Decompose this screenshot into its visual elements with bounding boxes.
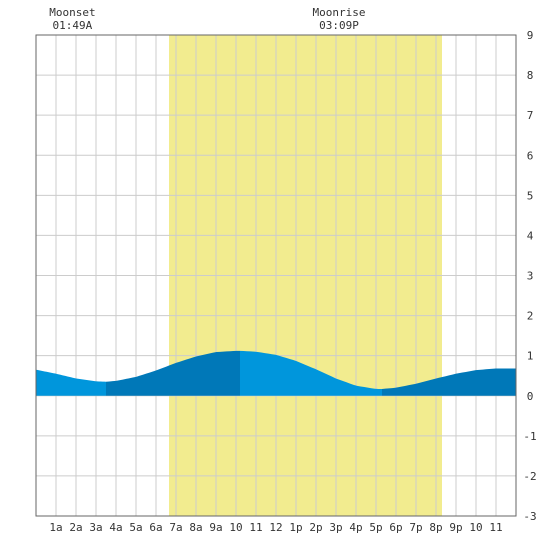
y-tick-label: 1: [527, 350, 534, 363]
x-tick-label: 9p: [449, 521, 462, 534]
y-tick-label: 5: [527, 189, 534, 202]
x-tick-label: 2p: [309, 521, 322, 534]
x-tick-label: 11: [249, 521, 262, 534]
y-tick-label: 2: [527, 310, 534, 323]
moonrise-label: Moonrise: [313, 6, 366, 19]
x-tick-label: 5p: [369, 521, 382, 534]
y-tick-label: 0: [527, 390, 534, 403]
tide-segment-rising: [382, 368, 516, 396]
tide-segment-falling: [36, 369, 106, 396]
tide-area: [36, 350, 516, 396]
x-tick-label: 12: [269, 521, 282, 534]
y-tick-label: -2: [523, 470, 536, 483]
x-tick-label: 8p: [429, 521, 442, 534]
x-tick-label: 1a: [49, 521, 62, 534]
x-tick-label: 7p: [409, 521, 422, 534]
x-tick-label: 6p: [389, 521, 402, 534]
plot-frame: [35, 34, 517, 517]
plot-border: [35, 34, 517, 517]
x-tick-label: 5a: [129, 521, 142, 534]
y-tick-label: -1: [523, 430, 536, 443]
x-tick-label: 4p: [349, 521, 362, 534]
x-tick-label: 9a: [209, 521, 222, 534]
x-tick-label: 10: [469, 521, 482, 534]
y-axis-ticks: -3 -2 -1 0 1 2 3 4 5 6 7 8 9: [523, 29, 536, 523]
y-tick-label: 9: [527, 29, 534, 42]
tide-segment-rising: [106, 350, 240, 396]
x-tick-label: 11: [489, 521, 502, 534]
grid: [35, 34, 517, 517]
x-tick-label: 3p: [329, 521, 342, 534]
y-tick-label: 4: [527, 229, 534, 242]
x-tick-label: 8a: [189, 521, 202, 534]
y-tick-label: 7: [527, 109, 534, 122]
x-axis-ticks: 1a 2a 3a 4a 5a 6a 7a 8a 9a 10 11 12 1p 2p 3p 4p 5p 6p 7p 8p…: [49, 521, 502, 534]
x-tick-label: 6a: [149, 521, 162, 534]
x-tick-label: 3a: [89, 521, 102, 534]
y-tick-label: -3: [523, 510, 536, 523]
x-tick-label: 4a: [109, 521, 122, 534]
x-tick-label: 1p: [289, 521, 302, 534]
x-tick-label: 2a: [69, 521, 82, 534]
y-tick-label: 3: [527, 270, 534, 283]
moonset-label: Moonset: [49, 6, 95, 19]
x-tick-label: 10: [229, 521, 242, 534]
tide-segment-falling: [240, 350, 382, 396]
y-tick-label: 8: [527, 69, 534, 82]
moonset-time: 01:49A: [53, 19, 93, 32]
x-tick-label: 7a: [169, 521, 182, 534]
moonrise-time: 03:09P: [319, 19, 359, 32]
y-tick-label: 6: [527, 149, 534, 162]
